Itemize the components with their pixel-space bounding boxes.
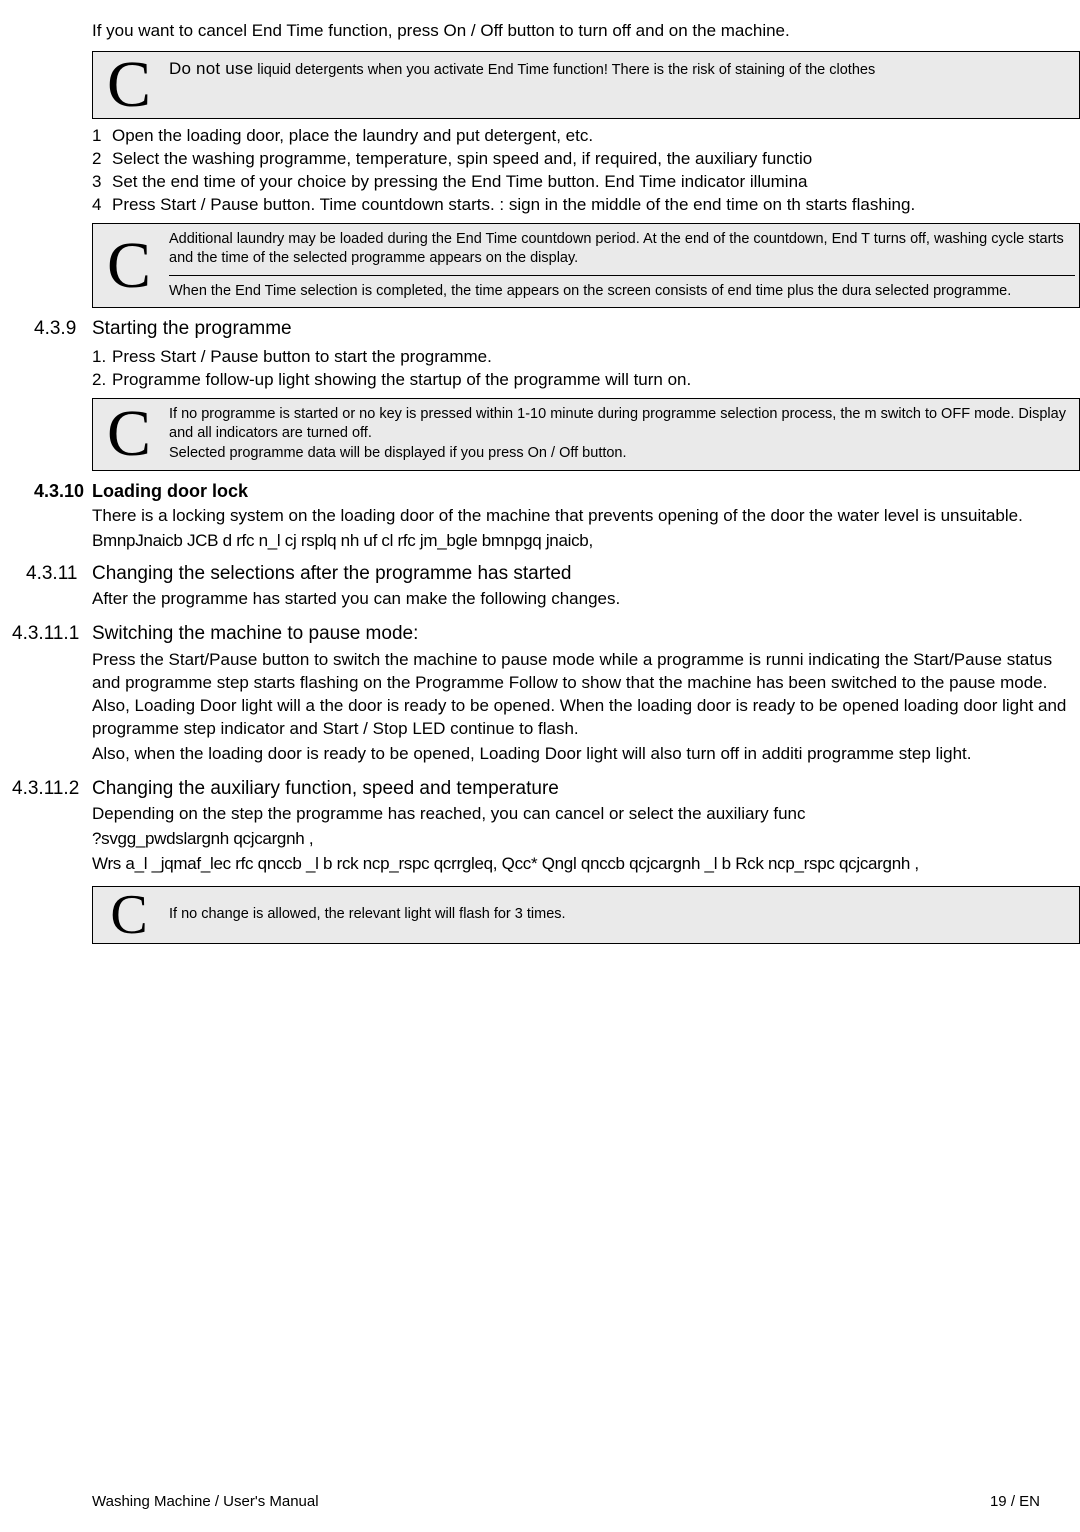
setup-steps-list: 1Open the loading door, place the laundr… [92,125,1080,217]
pause-mode-text-2: Also, when the loading door is ready to … [92,743,1080,766]
footer-right: 19 / EN [990,1492,1040,1512]
note-text: liquid detergents when you activate End … [253,62,875,78]
step-text: Press Start / Pause button. Time countdo… [112,194,1080,217]
step-text: Press Start / Pause button to start the … [112,346,1080,369]
subsection-number: 4.3.11.1 [12,621,92,647]
caution-icon: C [93,224,165,308]
section-loading-door-lock: 4.3.10 Loading door lock [34,479,1080,503]
caution-icon: C [93,887,165,943]
subsection-pause-mode: 4.3.11.1 Switching the machine to pause … [12,621,1080,647]
note-paragraph: When the End Time selection is completed… [169,282,1075,302]
cancel-end-time-text: If you want to cancel End Time function,… [92,20,1080,43]
pause-mode-text-1: Press the Start/Pause button to switch t… [92,649,1080,741]
note-paragraph: Selected programme data will be displaye… [169,444,1075,464]
note-box-detergent: C Do not use liquid detergents when you … [92,51,1080,119]
section-starting-programme: 4.3.9 Starting the programme [34,316,1080,342]
caution-icon: C [93,399,165,470]
section-number: 4.3.11 [26,561,92,587]
step-number: 1 [92,125,112,148]
step-number: 3 [92,171,112,194]
note-paragraph: If no change is allowed, the relevant li… [169,905,566,925]
subsection-number: 4.3.11.2 [12,776,92,802]
subsection-changing-aux: 4.3.11.2 Changing the auxiliary function… [12,776,1080,802]
section-changing-selections: 4.3.11 Changing the selections after the… [26,561,1080,587]
note-paragraph: Additional laundry may be loaded during … [169,230,1075,269]
changing-aux-text: Depending on the step the programme has … [92,803,1080,826]
step-number: 2 [92,148,112,171]
note-box-no-programme: C If no programme is started or no key i… [92,398,1080,471]
step-number: 1. [92,346,112,369]
page-footer: Washing Machine / User's Manual 19 / EN [92,1492,1040,1512]
subsection-title: Switching the machine to pause mode: [92,621,418,647]
step-text: Open the loading door, place the laundry… [112,125,1080,148]
note-box-end-time: C Additional laundry may be loaded durin… [92,223,1080,309]
step-text: Set the end time of your choice by press… [112,171,1080,194]
door-lock-text: There is a locking system on the loading… [92,505,1080,528]
section-number: 4.3.10 [34,479,92,503]
footer-left: Washing Machine / User's Manual [92,1492,319,1512]
subsection-title: Changing the auxiliary function, speed a… [92,776,559,802]
step-number: 4 [92,194,112,217]
garbled-text: BmnpJnaicb JCB d rfc n_l cj rsplq nh uf … [92,530,1080,553]
section-title: Starting the programme [92,316,292,342]
caution-icon: C [93,52,165,118]
step-number: 2. [92,369,112,392]
changing-selections-text: After the programme has started you can … [92,588,1080,611]
step-text: Programme follow-up light showing the st… [112,369,1080,392]
section-number: 4.3.9 [34,316,92,342]
note-paragraph: If no programme is started or no key is … [169,405,1075,444]
note-box-no-change: C If no change is allowed, the relevant … [92,886,1080,944]
garbled-text: Wrs a_l _jqmaf_lec rfc qnccb _l b rck nc… [92,853,1080,876]
section-title: Changing the selections after the progra… [92,561,572,587]
note-emphasis: Do not use [169,59,253,78]
step-text: Select the washing programme, temperatur… [112,148,1080,171]
garbled-text: ?svgg_pwdslargnh qcjcargnh , [92,828,1080,851]
section-title: Loading door lock [92,479,248,503]
